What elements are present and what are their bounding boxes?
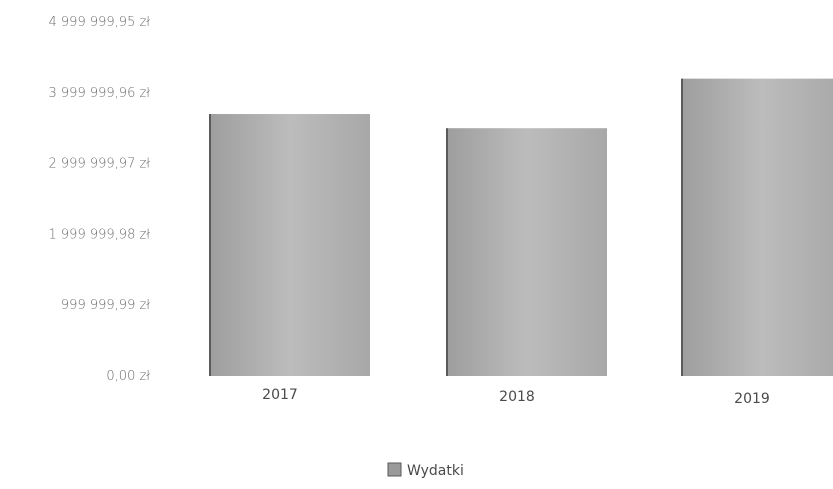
y-tick-label: 2 999 999,97 zł	[49, 157, 151, 172]
x-axis: 2017 2018 2019	[262, 387, 770, 407]
y-tick-label: 999 999,99 zł	[61, 298, 150, 313]
y-tick-label: 1 999 999,98 zł	[49, 227, 151, 242]
x-tick-label-2019: 2019	[734, 391, 770, 407]
bar-2018[interactable]	[447, 128, 607, 376]
y-tick-label: 0,00 zł	[106, 369, 150, 384]
x-tick-label-2018: 2018	[499, 389, 535, 405]
legend-label: Wydatki	[407, 463, 464, 479]
legend-swatch	[387, 462, 402, 477]
y-axis: 0,00 zł 999 999,99 zł 1 999 999,98 zł 2 999…	[49, 15, 151, 384]
legend[interactable]: Wydatki	[387, 462, 464, 479]
bar-2017[interactable]	[210, 114, 370, 376]
y-tick-label: 3 999 999,96 zł	[49, 86, 151, 101]
y-tick-label: 4 999 999,95 zł	[49, 15, 151, 30]
bar-2019[interactable]	[682, 78, 833, 376]
bars-group	[209, 78, 833, 376]
x-tick-label-2017: 2017	[262, 387, 298, 403]
